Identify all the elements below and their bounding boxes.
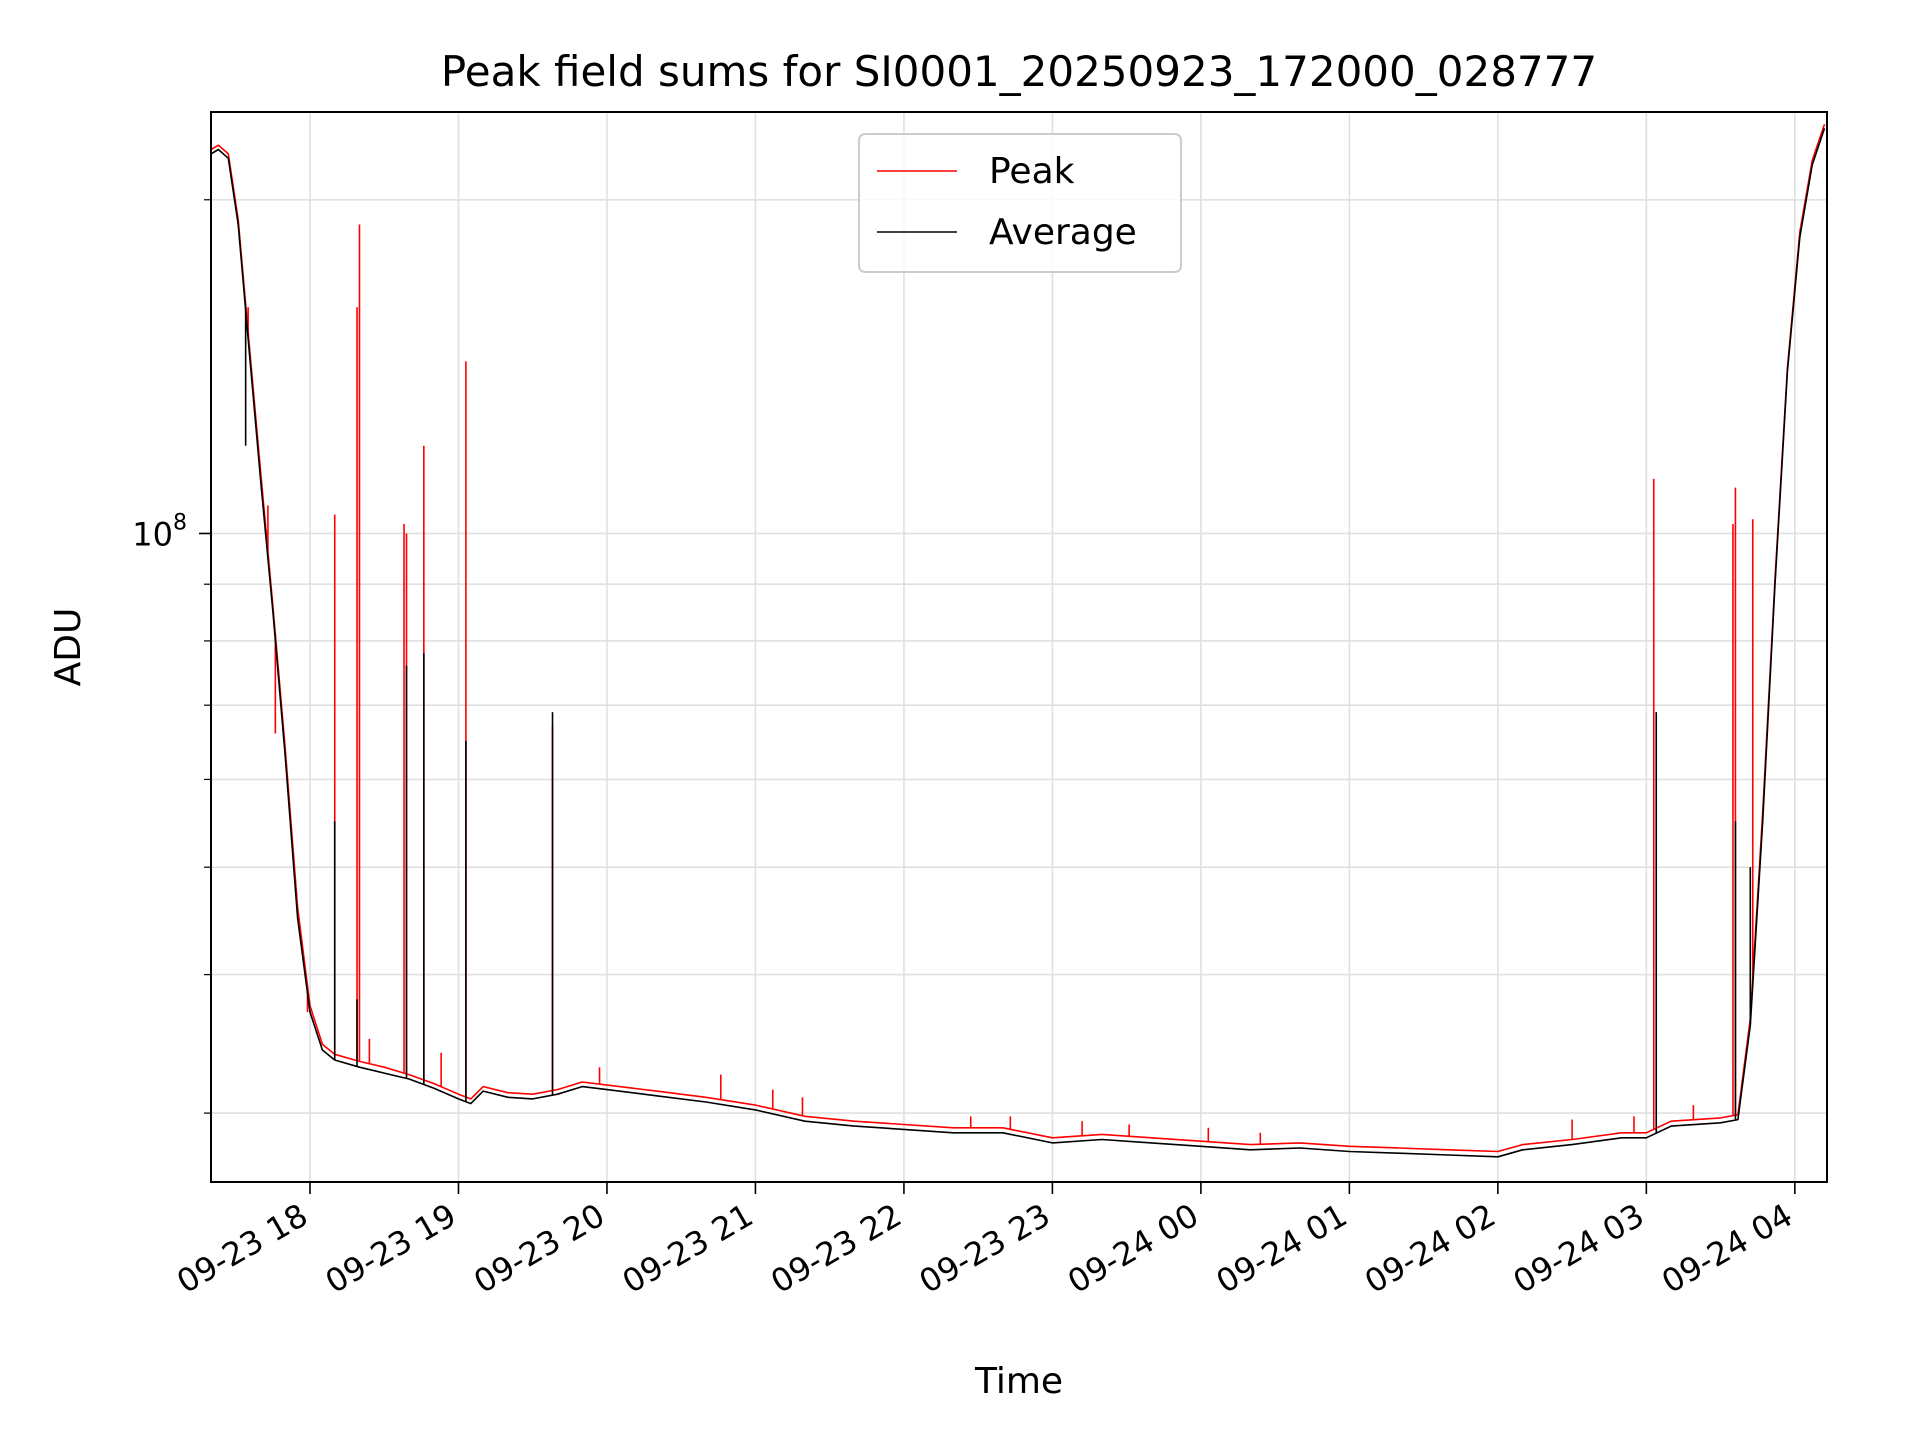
legend: Peak Average (858, 133, 1182, 273)
legend-label-peak: Peak (989, 151, 1075, 192)
grid (211, 112, 1827, 1182)
plot-frame (210, 111, 1828, 1183)
y-axis-label: ADU (48, 608, 89, 687)
series-line-peak (211, 123, 1826, 1153)
series-line-average (211, 128, 1826, 1158)
legend-label-average: Average (989, 212, 1137, 253)
chart-title: Peak field sums for SI0001_20250923_1720… (441, 47, 1597, 96)
legend-box (858, 133, 1182, 273)
plot-area (211, 123, 1826, 1158)
series-layer (211, 123, 1826, 1158)
y-tick-label: 108 (132, 510, 187, 553)
x-axis-label: Time (974, 1361, 1063, 1402)
